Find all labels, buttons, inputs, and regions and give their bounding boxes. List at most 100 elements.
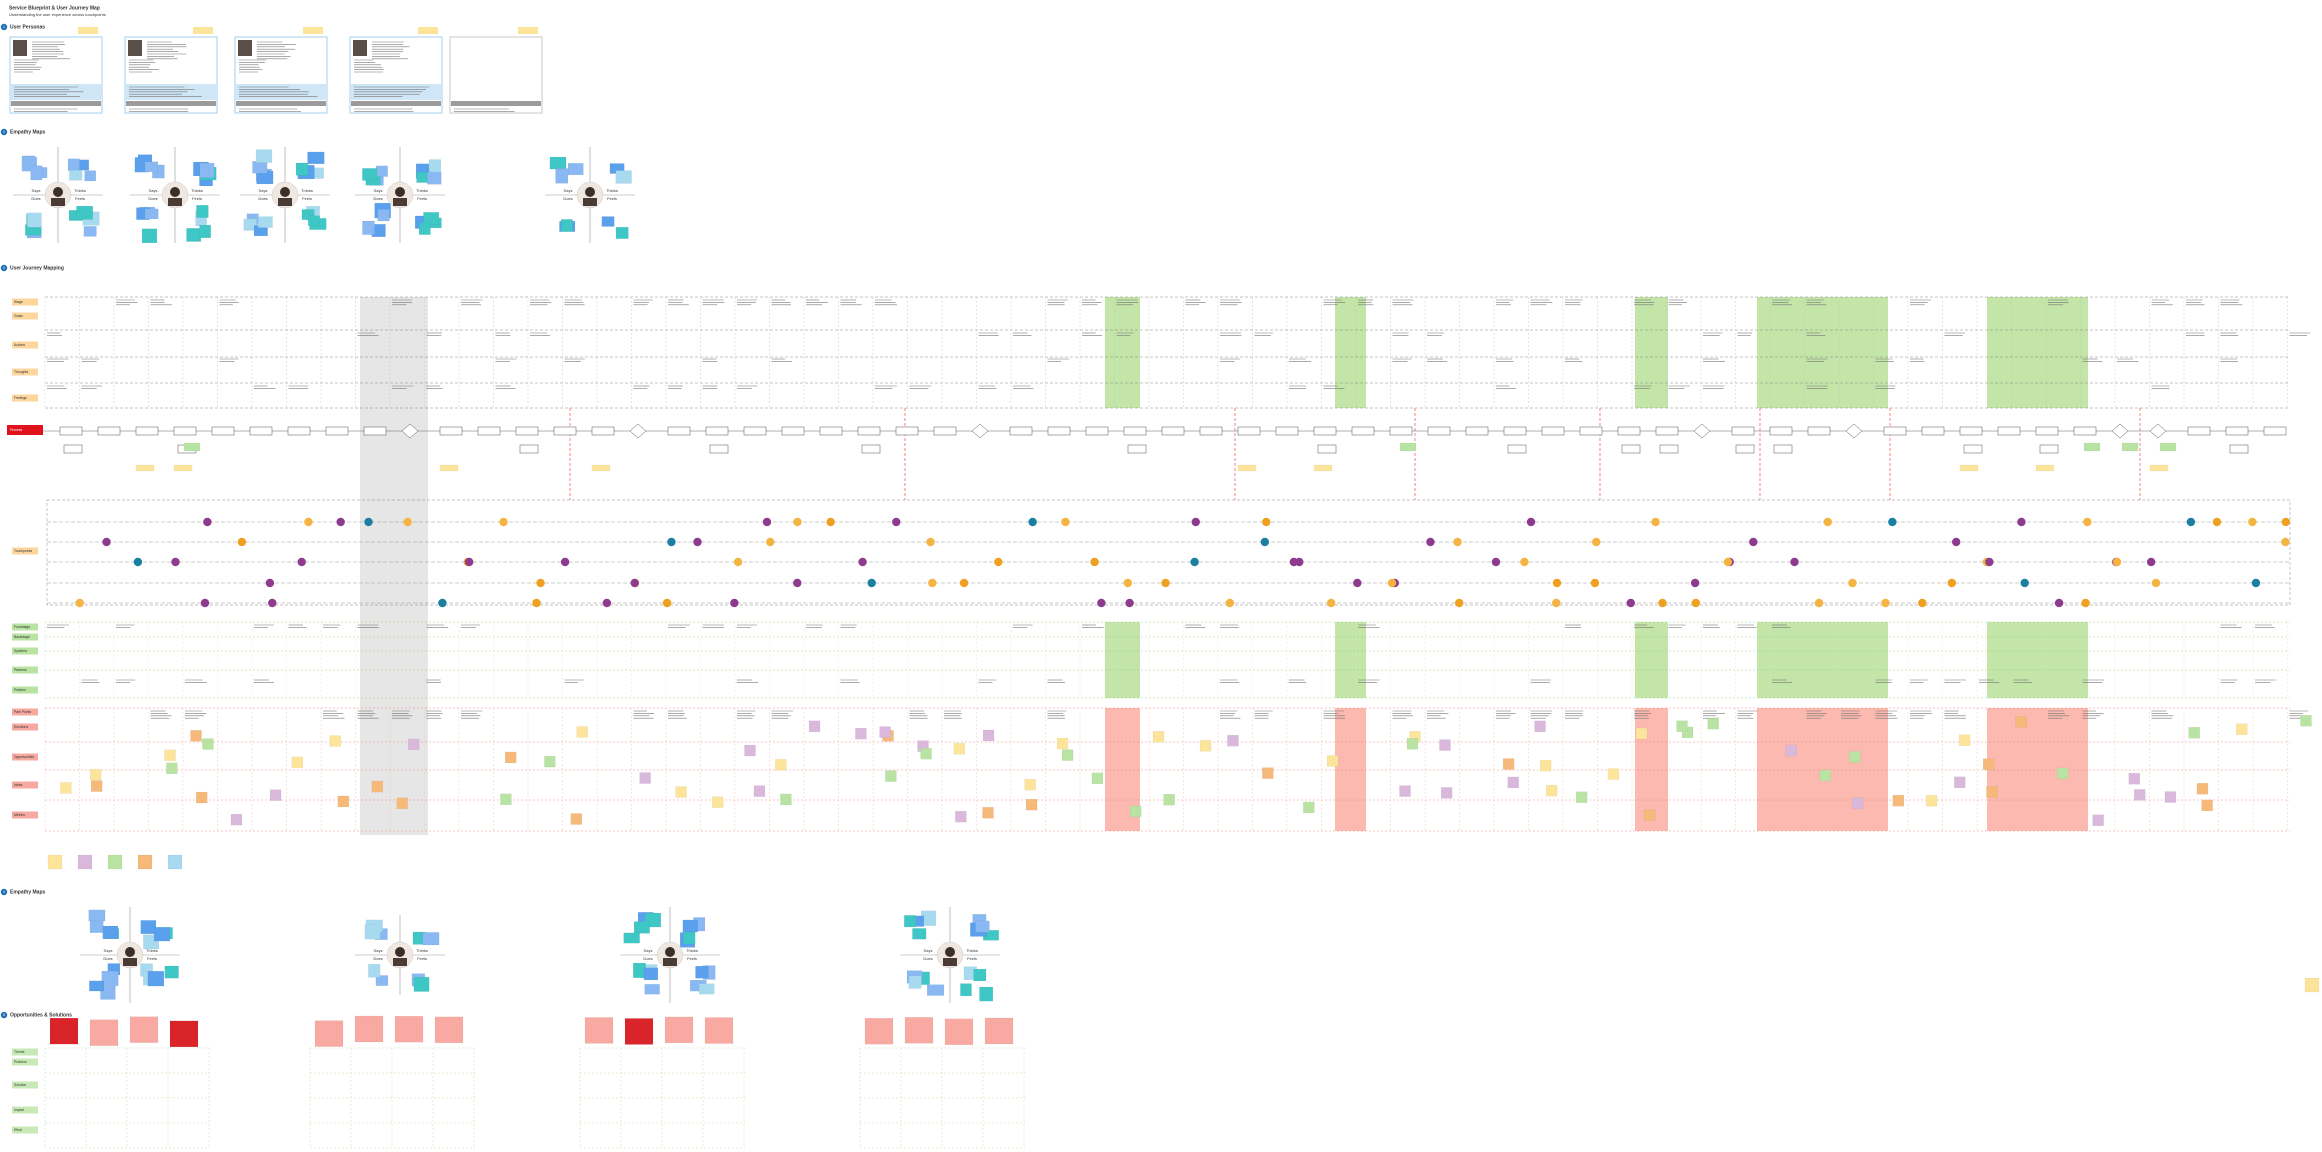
flow-step bbox=[1275, 426, 1299, 436]
flow-step bbox=[173, 426, 197, 436]
flow-step bbox=[2035, 426, 2059, 436]
sticky-note bbox=[69, 169, 83, 181]
quadrant-label: Thinks bbox=[416, 948, 428, 953]
sticky-note bbox=[1227, 734, 1239, 747]
lane-label: Effort bbox=[14, 1128, 22, 1132]
sticky-note bbox=[202, 738, 214, 750]
touchpoint bbox=[1552, 598, 1561, 608]
touchpoint bbox=[364, 517, 373, 527]
avatar-head bbox=[665, 947, 675, 957]
sticky-note bbox=[644, 984, 660, 995]
flow-step bbox=[933, 426, 957, 436]
persona-button bbox=[518, 27, 538, 34]
touchpoint bbox=[1028, 517, 1037, 527]
sticky-note bbox=[90, 780, 103, 792]
section-badge bbox=[0, 128, 8, 136]
sticky-note bbox=[1534, 720, 1546, 733]
flow-step bbox=[1161, 426, 1185, 436]
avatar-body bbox=[123, 958, 137, 966]
sticky-note bbox=[504, 751, 517, 764]
touchpoint bbox=[1918, 598, 1927, 608]
lane-label: Impact bbox=[14, 1108, 24, 1112]
sticky-note bbox=[775, 759, 787, 771]
sticky-note bbox=[427, 172, 442, 185]
persona-card bbox=[449, 36, 543, 114]
sticky-note bbox=[643, 967, 659, 981]
sticky-note bbox=[144, 161, 159, 173]
sticky-note bbox=[2236, 723, 2248, 735]
sticky-note bbox=[314, 1020, 344, 1047]
touchpoint bbox=[265, 578, 275, 588]
lane-label-box bbox=[12, 341, 38, 349]
sticky-note bbox=[682, 931, 696, 945]
flow-step bbox=[1237, 426, 1261, 436]
lane-label-box bbox=[12, 633, 38, 641]
sticky-note bbox=[199, 224, 211, 239]
sticky-note bbox=[1152, 731, 1165, 743]
sticky-note bbox=[230, 813, 243, 826]
gray-column bbox=[360, 297, 428, 835]
sticky-note bbox=[1676, 720, 1688, 732]
touchpoint bbox=[1491, 557, 1501, 567]
sticky-note bbox=[2164, 791, 2177, 803]
section-number: 3 bbox=[3, 266, 5, 270]
flow-step bbox=[1465, 426, 1489, 436]
lane-label: Policies bbox=[14, 688, 26, 692]
flow-step bbox=[63, 444, 83, 454]
highlight-column bbox=[1987, 622, 2088, 698]
sticky-note bbox=[544, 755, 556, 768]
sticky-note bbox=[1507, 776, 1519, 789]
sticky-note bbox=[1954, 776, 1966, 789]
lane-label-box bbox=[12, 1058, 38, 1066]
sticky-note bbox=[2083, 442, 2101, 452]
highlight-column bbox=[1335, 297, 1366, 408]
touchpoint bbox=[536, 578, 545, 588]
sticky-note bbox=[1163, 793, 1175, 806]
quadrant-label: Feels bbox=[967, 956, 977, 961]
quadrant-label: Thinks bbox=[606, 188, 618, 193]
sticky-note bbox=[337, 795, 350, 808]
sticky-note bbox=[1892, 795, 1905, 807]
sticky-note bbox=[295, 162, 309, 176]
lane-label: Metrics bbox=[14, 813, 25, 817]
touchpoint bbox=[693, 537, 702, 547]
touchpoint bbox=[1353, 578, 1362, 588]
flow-step bbox=[667, 426, 691, 436]
sticky-note bbox=[1440, 787, 1453, 799]
section-badge bbox=[0, 1011, 8, 1019]
touchpoint bbox=[133, 557, 143, 567]
sticky-note bbox=[695, 965, 709, 979]
lane-label: Backstage bbox=[14, 635, 30, 639]
quadrant-label: Does bbox=[373, 196, 382, 201]
quadrant-label: Does bbox=[148, 196, 157, 201]
touchpoint bbox=[1723, 557, 1733, 567]
touchpoint bbox=[858, 557, 867, 567]
touchpoint bbox=[2112, 557, 2122, 567]
sticky-note bbox=[1785, 744, 1797, 757]
touchpoint bbox=[733, 557, 743, 567]
avatar-head bbox=[280, 187, 290, 197]
avatar-body bbox=[51, 198, 65, 206]
sticky-note bbox=[413, 976, 430, 992]
quadrant-label: Says bbox=[149, 188, 158, 193]
sticky-note bbox=[196, 205, 209, 218]
sticky-note bbox=[615, 170, 632, 184]
quadrant-label: Thinks bbox=[686, 948, 698, 953]
quadrant-label: Says bbox=[644, 948, 653, 953]
flow-step bbox=[97, 426, 121, 436]
avatar-body bbox=[278, 198, 292, 206]
quadrant-label: Does bbox=[103, 956, 112, 961]
flow-step bbox=[1769, 426, 1793, 436]
touchpoint bbox=[1520, 557, 1529, 567]
touchpoint bbox=[2251, 578, 2261, 588]
touchpoint bbox=[2212, 517, 2222, 527]
lane-label-box bbox=[12, 312, 38, 320]
flow-step bbox=[1503, 426, 1527, 436]
highlight-column bbox=[1757, 622, 1888, 698]
sticky-note bbox=[102, 925, 119, 940]
flow-step bbox=[477, 426, 501, 436]
sticky-note bbox=[129, 1016, 159, 1043]
touchpoint bbox=[826, 517, 835, 527]
flow-step bbox=[1427, 426, 1451, 436]
